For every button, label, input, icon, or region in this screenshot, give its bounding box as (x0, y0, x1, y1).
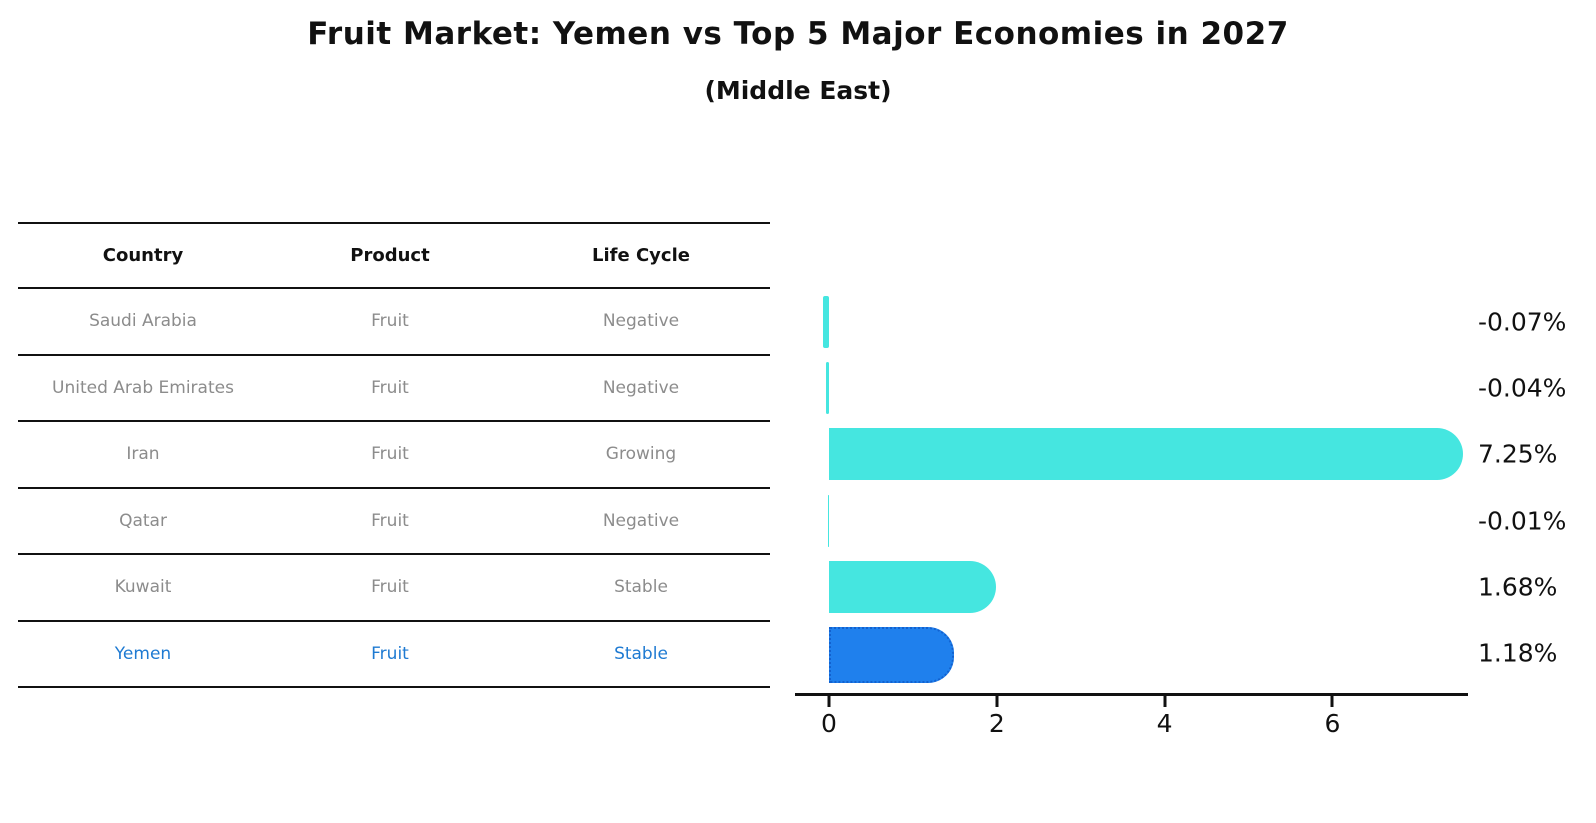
bar-value-label: -0.04% (1478, 373, 1567, 403)
x-axis-tick-label: 2 (988, 709, 1005, 738)
bar-value-label: 1.18% (1478, 638, 1558, 668)
x-axis-tick-label: 0 (821, 709, 837, 738)
bar-united-arab-emirates (825, 362, 829, 414)
bar-yemen (829, 627, 954, 684)
table-cell-life-cycle: Negative (602, 377, 680, 398)
table-cell-country: Saudi Arabia (89, 311, 197, 332)
bar-kuwait (829, 560, 996, 613)
table-cell-life-cycle: Negative (602, 510, 680, 531)
table-cell-country: Kuwait (114, 577, 172, 598)
table-cell-life-cycle: Growing (605, 444, 677, 465)
table-cell-product: Fruit (371, 510, 409, 531)
x-axis-tick (1330, 696, 1334, 707)
table-cell-life-cycle: Stable (614, 643, 668, 664)
table-row: United Arab Emirates Fruit Negative (18, 356, 770, 422)
x-axis-tick-label: 6 (1324, 709, 1341, 738)
table-row: Kuwait Fruit Stable (18, 555, 770, 622)
chart-header: Fruit Market: Yemen vs Top 5 Major Econo… (0, 0, 1596, 105)
table-header-country: Country (102, 245, 184, 266)
x-axis-tick (995, 696, 999, 707)
x-axis-tick (1163, 696, 1167, 707)
table-cell-product: Fruit (371, 577, 409, 598)
table-header-row: Country Product Life Cycle (18, 224, 770, 289)
table-cell-life-cycle: Negative (602, 311, 680, 332)
table-cell-life-cycle: Stable (614, 577, 668, 598)
x-axis-line (795, 693, 1468, 696)
table-header-life-cycle: Life Cycle (592, 245, 690, 266)
table-row: Qatar Fruit Negative (18, 489, 770, 555)
table-cell-product: Fruit (371, 643, 409, 664)
bar-qatar (828, 494, 829, 547)
bar-iran (829, 428, 1464, 481)
bar-value-label: 1.68% (1478, 572, 1558, 602)
bar-value-label: 7.25% (1478, 439, 1558, 469)
table-cell-product: Fruit (371, 444, 409, 465)
table-cell-country: Iran (126, 444, 160, 465)
table-row: Iran Fruit Growing (18, 422, 770, 489)
x-axis-tick (827, 696, 831, 707)
table-body: Saudi Arabia Fruit Negative United Arab Emi… (18, 289, 770, 688)
table-cell-country: Yemen (114, 643, 172, 664)
x-axis-tick-label: 4 (1156, 709, 1173, 738)
table-cell-country: United Arab Emirates (52, 377, 234, 398)
bar-value-label: -0.01% (1478, 506, 1567, 536)
bar-saudi-arabia (823, 295, 829, 348)
table-cell-product: Fruit (371, 377, 409, 398)
table-row: Yemen Fruit Stable (18, 622, 770, 688)
table-row: Saudi Arabia Fruit Negative (18, 289, 770, 356)
table-cell-country: Qatar (119, 510, 167, 531)
country-table: Country Product Life Cycle Saudi Arabia F… (18, 222, 770, 688)
bar-value-label: -0.07% (1478, 307, 1567, 337)
table-cell-product: Fruit (371, 311, 409, 332)
table-header-product: Product (350, 245, 430, 266)
page-title: Fruit Market: Yemen vs Top 5 Major Econo… (307, 16, 1289, 52)
page-subtitle: (Middle East) (704, 76, 892, 105)
